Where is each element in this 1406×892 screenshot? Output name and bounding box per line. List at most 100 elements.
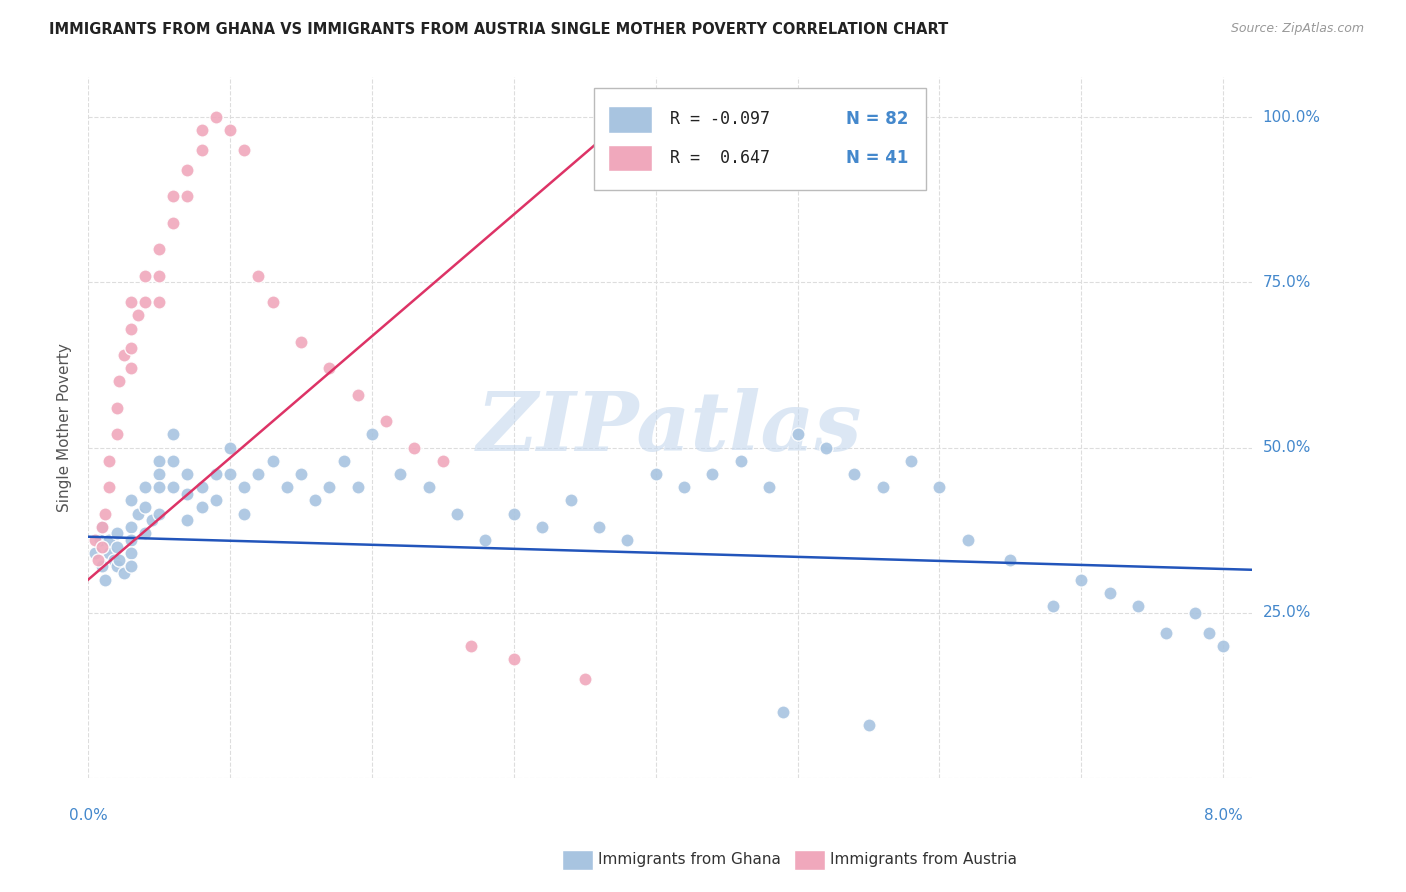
- Point: [332, 454, 354, 468]
- Point: [290, 334, 312, 349]
- Point: [219, 123, 242, 137]
- Point: [127, 309, 149, 323]
- Point: [148, 507, 170, 521]
- Text: 25.0%: 25.0%: [1263, 605, 1310, 620]
- Text: R = -0.097: R = -0.097: [669, 111, 770, 128]
- Point: [247, 268, 270, 283]
- Text: Immigrants from Austria: Immigrants from Austria: [830, 853, 1017, 867]
- Point: [1000, 553, 1022, 567]
- Point: [105, 559, 128, 574]
- Point: [786, 427, 808, 442]
- Point: [148, 454, 170, 468]
- Point: [148, 467, 170, 481]
- Point: [276, 480, 298, 494]
- Point: [375, 414, 398, 428]
- Point: [844, 467, 866, 481]
- Point: [120, 520, 142, 534]
- Point: [148, 268, 170, 283]
- Point: [120, 342, 142, 356]
- Point: [446, 507, 468, 521]
- Text: 75.0%: 75.0%: [1263, 275, 1310, 290]
- Point: [205, 493, 228, 508]
- Point: [98, 454, 121, 468]
- Point: [190, 500, 212, 514]
- Text: Immigrants from Ghana: Immigrants from Ghana: [598, 853, 780, 867]
- Point: [141, 513, 163, 527]
- Point: [560, 493, 582, 508]
- Point: [404, 441, 426, 455]
- Point: [112, 348, 135, 362]
- Point: [233, 480, 256, 494]
- Point: [1042, 599, 1064, 613]
- Point: [361, 427, 384, 442]
- Point: [730, 454, 752, 468]
- Point: [84, 546, 107, 560]
- Point: [84, 533, 107, 547]
- Point: [262, 295, 284, 310]
- Point: [176, 467, 198, 481]
- Point: [98, 546, 121, 560]
- Point: [91, 520, 114, 534]
- Point: [644, 467, 666, 481]
- Point: [502, 507, 524, 521]
- FancyBboxPatch shape: [609, 106, 652, 133]
- Point: [190, 480, 212, 494]
- Point: [120, 533, 142, 547]
- Point: [91, 540, 114, 554]
- Point: [432, 454, 454, 468]
- Point: [105, 401, 128, 415]
- Point: [219, 467, 242, 481]
- Point: [105, 526, 128, 541]
- Text: IMMIGRANTS FROM GHANA VS IMMIGRANTS FROM AUSTRIA SINGLE MOTHER POVERTY CORRELATI: IMMIGRANTS FROM GHANA VS IMMIGRANTS FROM…: [49, 22, 949, 37]
- Point: [105, 540, 128, 554]
- Text: R =  0.647: R = 0.647: [669, 149, 770, 167]
- Point: [290, 467, 312, 481]
- Point: [219, 441, 242, 455]
- Point: [1212, 639, 1234, 653]
- FancyBboxPatch shape: [595, 88, 925, 189]
- Point: [120, 559, 142, 574]
- Point: [148, 295, 170, 310]
- Point: [574, 672, 596, 686]
- Point: [134, 295, 156, 310]
- Point: [190, 143, 212, 157]
- Point: [148, 242, 170, 256]
- Point: [120, 295, 142, 310]
- Point: [98, 533, 121, 547]
- Point: [1184, 606, 1206, 620]
- Point: [1198, 625, 1220, 640]
- Point: [900, 454, 922, 468]
- Point: [956, 533, 979, 547]
- Point: [112, 566, 135, 580]
- Point: [162, 454, 184, 468]
- Text: 100.0%: 100.0%: [1263, 110, 1320, 125]
- Text: N = 82: N = 82: [846, 111, 908, 128]
- Point: [1070, 573, 1092, 587]
- Point: [346, 480, 368, 494]
- Point: [233, 143, 256, 157]
- Y-axis label: Single Mother Poverty: Single Mother Poverty: [58, 343, 72, 512]
- Point: [87, 553, 110, 567]
- Point: [318, 361, 340, 376]
- Point: [1126, 599, 1149, 613]
- Point: [120, 546, 142, 560]
- Point: [262, 454, 284, 468]
- Point: [702, 467, 724, 481]
- Point: [176, 513, 198, 527]
- Point: [928, 480, 950, 494]
- Point: [588, 520, 610, 534]
- Point: [89, 533, 111, 547]
- Point: [134, 268, 156, 283]
- Point: [389, 467, 412, 481]
- Point: [120, 321, 142, 335]
- Point: [531, 520, 554, 534]
- Point: [247, 467, 270, 481]
- Text: 8.0%: 8.0%: [1204, 808, 1243, 823]
- FancyBboxPatch shape: [609, 145, 652, 171]
- Text: 0.0%: 0.0%: [69, 808, 107, 823]
- Point: [502, 652, 524, 666]
- Point: [1098, 586, 1121, 600]
- Point: [108, 375, 131, 389]
- Point: [318, 480, 340, 494]
- Point: [176, 163, 198, 178]
